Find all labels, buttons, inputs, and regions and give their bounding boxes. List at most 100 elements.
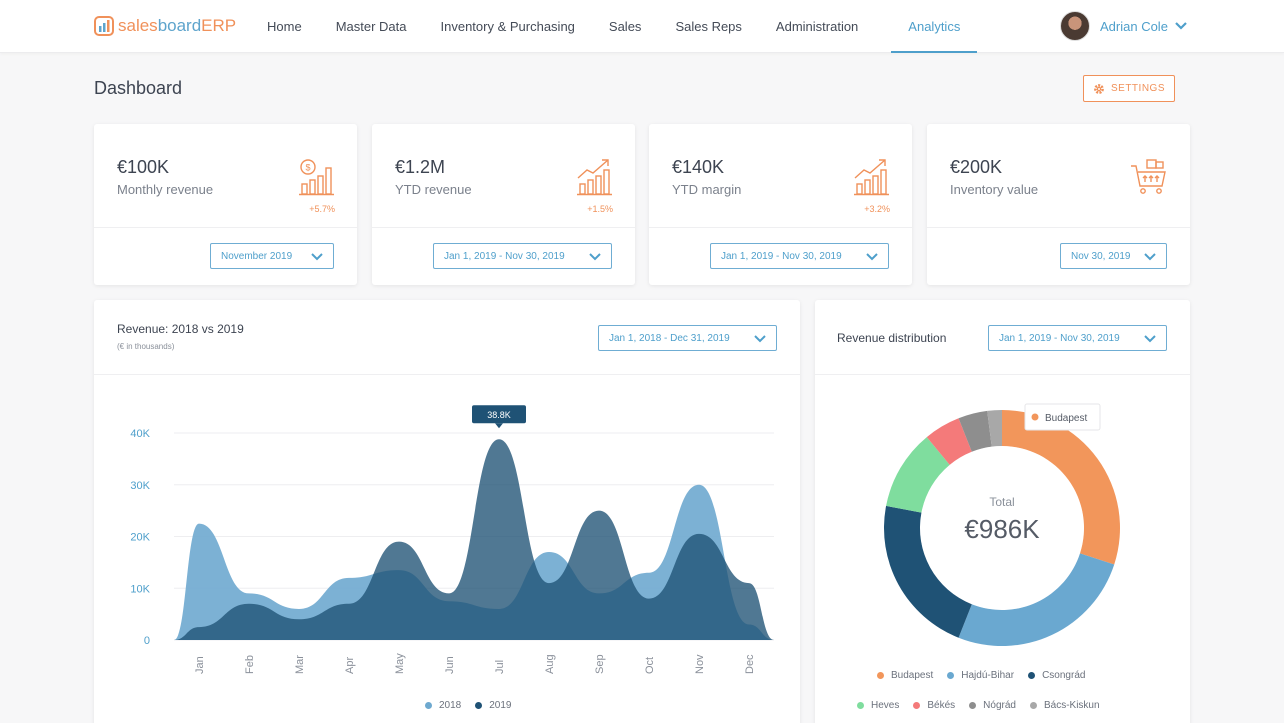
nav-sales-reps[interactable]: Sales Reps: [675, 19, 742, 34]
nav-administration[interactable]: Administration: [775, 19, 859, 34]
kpi-value: €200K: [950, 157, 1003, 177]
tooltip-swatch: [1031, 413, 1039, 421]
legend-label: Békés: [927, 700, 956, 711]
settings-button[interactable]: SETTINGS: [1083, 75, 1175, 102]
revenue-donut-chart: Total €986K Budapest: [884, 403, 1120, 646]
donut-slice-b-k-s[interactable]: [926, 418, 972, 465]
svg-text:$: $: [305, 163, 310, 173]
y-tick-label: 40K: [130, 428, 150, 440]
user-menu[interactable]: Adrian Cole: [1060, 11, 1188, 41]
divider: [815, 374, 1190, 375]
x-tick-label: Sep: [594, 654, 606, 674]
legend-item-budapest: Budapest: [877, 670, 933, 681]
app-logo[interactable]: sales board ERP: [94, 15, 236, 37]
kpi-card-inventory-value: €200K Inventory value Nov 30, 2019: [927, 124, 1190, 285]
donut-slice-heves[interactable]: [886, 437, 950, 513]
period-select-value: Nov 30, 2019: [1071, 250, 1131, 262]
donut-total-value: €986K: [964, 514, 1040, 544]
legend-label: 2018: [439, 700, 462, 711]
y-tick-label: 0: [144, 635, 150, 647]
period-select-value: Jan 1, 2019 - Nov 30, 2019: [444, 250, 565, 262]
period-select[interactable]: Nov 30, 2019: [1060, 243, 1167, 269]
revenue-distribution-panel: Revenue distribution Jan 1, 2019 - Nov 3…: [815, 300, 1190, 723]
period-select-value: Jan 1, 2019 - Nov 30, 2019: [721, 250, 842, 262]
x-tick-label: Mar: [294, 655, 306, 674]
page-title: Dashboard: [94, 78, 183, 98]
period-select-value: Jan 1, 2019 - Nov 30, 2019: [999, 332, 1120, 344]
settings-label: SETTINGS: [1110, 83, 1165, 94]
chevron-down-icon: [1144, 253, 1156, 261]
distribution-legend-row1: Budapest Hajdú-Bihar Csongrád: [877, 670, 1099, 681]
tooltip-box: [472, 405, 526, 424]
divider: [94, 227, 357, 228]
kpi-card-ytd-revenue: €1.2M YTD revenue +1.5% Jan 1, 2019 - No…: [372, 124, 635, 285]
legend-item-2018: 2018: [425, 700, 461, 711]
chevron-down-icon: [1175, 22, 1187, 30]
gear-icon: [1094, 83, 1104, 94]
trend-up-chart-icon: [854, 159, 889, 196]
donut-slice-hajd-bihar[interactable]: [958, 553, 1115, 646]
x-tick-label: Feb: [244, 655, 256, 674]
user-name: Adrian Cole: [1100, 18, 1168, 34]
divider: [927, 227, 1190, 228]
legend-item-csongrad: Csongrád: [1028, 670, 1085, 681]
divider: [94, 374, 800, 375]
chart-title: Revenue: 2018 vs 2019: [117, 322, 244, 336]
legend-swatch: [475, 702, 483, 709]
legend-swatch: [1028, 672, 1036, 679]
nav-home[interactable]: Home: [267, 19, 302, 34]
legend-label: Bács-Kiskun: [1043, 700, 1100, 711]
donut-slice-budapest[interactable]: [1002, 410, 1120, 565]
period-select[interactable]: Jan 1, 2019 - Nov 30, 2019: [710, 243, 889, 269]
legend-swatch: [1029, 702, 1037, 709]
donut-total-label: Total: [989, 495, 1014, 509]
tooltip-box: [1024, 403, 1101, 431]
donut-slice-b-cs-kiskun[interactable]: [987, 410, 1002, 447]
period-select-value: Jan 1, 2018 - Dec 31, 2019: [609, 332, 730, 344]
x-tick-label: Apr: [344, 657, 356, 674]
legend-item-2019: 2019: [475, 700, 512, 711]
donut-hole: [928, 454, 1076, 602]
legend-label: 2019: [489, 700, 512, 711]
chevron-down-icon: [589, 253, 601, 261]
nav-sales[interactable]: Sales: [608, 19, 642, 34]
legend-label: Csongrád: [1042, 670, 1086, 681]
legend-item-bacs-kiskun: Bács-Kiskun: [1029, 700, 1100, 711]
y-tick-label: 30K: [130, 480, 150, 492]
nav-master-data[interactable]: Master Data: [335, 19, 407, 34]
kpi-value: €140K: [672, 157, 725, 177]
legend-item-nograd: Nógrád: [969, 700, 1016, 711]
chevron-down-icon: [1144, 335, 1156, 343]
chart-title: Revenue distribution: [837, 331, 947, 345]
kpi-change: +3.2%: [864, 204, 890, 214]
period-select-value: November 2019: [221, 250, 293, 262]
kpi-card-monthly-revenue: €100K Monthly revenue $ +5.7% November 2…: [94, 124, 357, 285]
kpi-label: Monthly revenue: [117, 182, 214, 197]
donut-slice-csongr-d[interactable]: [884, 505, 972, 638]
series-area-2019[interactable]: [174, 439, 774, 640]
period-select[interactable]: November 2019: [210, 243, 334, 269]
legend-swatch: [877, 672, 884, 679]
trend-up-chart-icon: [577, 159, 612, 196]
distribution-legend-row2: Heves Békés Nógrád Bács-Kiskun: [857, 700, 1114, 711]
chevron-down-icon: [754, 335, 766, 343]
avatar: [1060, 11, 1090, 41]
period-select[interactable]: Jan 1, 2019 - Nov 30, 2019: [433, 243, 612, 269]
main-nav: Home Master Data Inventory & Purchasing …: [250, 0, 978, 53]
legend-label: Nógrád: [983, 700, 1016, 711]
donut-slice-n-gr-d[interactable]: [958, 410, 992, 452]
kpi-card-ytd-margin: €140K YTD margin +3.2% Jan 1, 2019 - Nov…: [649, 124, 912, 285]
x-tick-label: Dec: [744, 654, 756, 674]
x-tick-label: Jan: [194, 656, 206, 674]
divider: [649, 227, 912, 228]
shopping-cart-icon: [1131, 159, 1166, 194]
distribution-period-select[interactable]: Jan 1, 2019 - Nov 30, 2019: [988, 325, 1167, 351]
tooltip-pointer: [495, 423, 503, 429]
legend-item-heves: Heves: [857, 700, 899, 711]
nav-analytics[interactable]: Analytics: [891, 0, 978, 53]
legend-item-hajdu-bihar: Hajdú-Bihar: [947, 670, 1014, 681]
kpi-label: YTD revenue: [395, 182, 472, 197]
kpi-value: €100K: [117, 157, 170, 177]
nav-inventory-purchasing[interactable]: Inventory & Purchasing: [440, 19, 575, 34]
revenue-period-select[interactable]: Jan 1, 2018 - Dec 31, 2019: [598, 325, 777, 351]
